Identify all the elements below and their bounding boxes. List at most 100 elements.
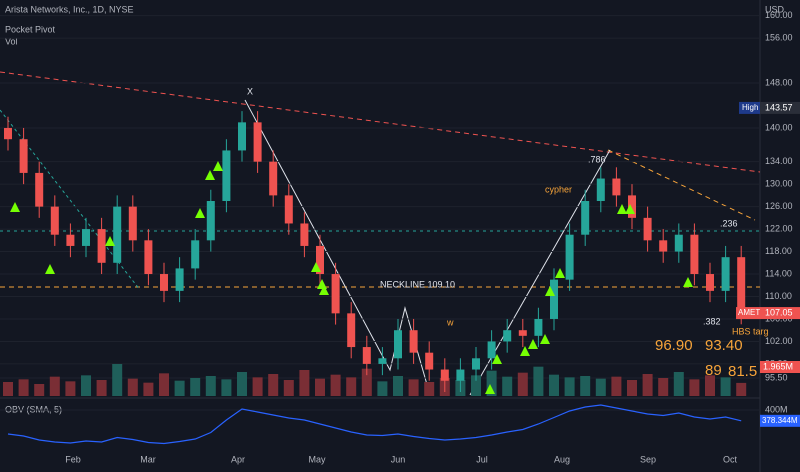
symbol-box [736,307,760,320]
y-tick-label: 140.00 [765,122,793,132]
pocket-pivot [45,264,55,274]
volume-bar [533,366,544,396]
volume-bar [611,376,622,396]
chart-title: Arista Networks, Inc., 1D, NYSE [5,4,134,14]
candle-body [206,201,215,241]
volume-bar [65,381,76,396]
candle-body [409,330,418,353]
candle-body [50,206,59,235]
y-tick-label: 126.00 [765,201,793,211]
candle-body [113,206,122,263]
volume-bar [159,373,169,396]
candle-body [472,358,480,370]
candle-body [581,201,590,235]
pocket-pivot [625,204,635,214]
pocket-pivot [205,170,215,180]
candle-body [565,234,574,280]
x-tick-label: Feb [65,454,81,464]
candle-body [4,127,12,140]
annotation: X [247,86,253,96]
candle-body [706,274,714,291]
volume-bar [720,377,731,396]
volume-bar [34,384,45,396]
volume-bar [268,374,279,396]
annotation: 81.5 [728,363,757,380]
x-tick-label: Jun [391,454,406,464]
candle-body [690,234,699,275]
x-tick-label: Sep [640,454,656,464]
candle-body [518,330,527,336]
y-tick-label: 130.00 [765,179,793,189]
candle-body [628,195,636,218]
candle-body [721,257,730,291]
volume-bar [377,381,388,396]
x-tick-label: Apr [231,454,245,464]
x-tick-label: May [308,454,326,464]
pocket-pivot [540,334,550,344]
volume-bar [424,382,435,396]
y-tick-label: 114.00 [765,268,792,278]
candle-body [19,139,28,173]
candle-body [238,122,246,151]
annotation: .236 [720,218,738,228]
volume-bar [49,376,60,396]
volume-last: 1.965M [763,361,793,371]
candle-body [222,150,231,201]
annotation: 93.40 [705,337,743,354]
x-tick-label: Oct [723,454,738,464]
candle-body [643,217,652,241]
pocket-pivot [213,161,223,171]
x-tick-label: Jul [476,454,488,464]
volume-bar [96,380,107,396]
candle-body [596,178,605,201]
y-tick-label: 156.00 [765,32,793,42]
pocket-pivot [617,204,627,214]
candle-body [284,195,293,224]
volume-bar [486,370,497,396]
volume-bar [642,374,653,396]
last-price-box [760,307,800,320]
candle-body [674,234,683,252]
candle-body [503,330,512,342]
x-tick-label: Mar [140,454,156,464]
volume-bar [330,374,341,396]
volume-bar [190,378,201,396]
volume-bar [595,378,606,396]
y-tick-label: 118.00 [765,246,792,256]
candle-body [456,369,465,381]
annotation: .786 [588,154,606,164]
obv-title: OBV (SMA, 5) [5,404,62,414]
symbol: AMET [738,308,760,317]
high-price: 143.57 [765,102,793,112]
volume-bar [689,379,700,396]
volume-bar [627,380,637,396]
pocket-pivot [485,384,495,394]
y-tick-label: 134.00 [765,156,793,166]
volume-bar [502,376,513,396]
candle-body [66,234,75,246]
y-tick-label: 102.00 [765,336,793,346]
volume-bar [221,379,232,396]
volume-bar [81,375,91,396]
volume-bar [127,378,138,396]
volume-bar [658,378,669,396]
candle-body [175,268,184,291]
annotation: .382 [703,316,721,326]
pocket-pivot [528,339,538,349]
obv-last: 378.344M [762,416,798,425]
volume-bar [736,382,747,396]
candle-body [534,318,543,336]
candle-body [362,347,371,364]
pocket-pivot [311,262,321,272]
volume-bar [517,372,528,396]
volume-bar [283,380,294,396]
candle-body [378,358,387,364]
last-price: 107.05 [765,307,793,317]
candle-body [659,240,668,252]
volume-bar [315,378,325,396]
candle-body [425,352,434,370]
y-tick-label: 160.00 [765,10,793,20]
annotation: cypher [545,184,572,194]
volume-bar [580,376,591,396]
pocket-pivot [545,286,555,296]
